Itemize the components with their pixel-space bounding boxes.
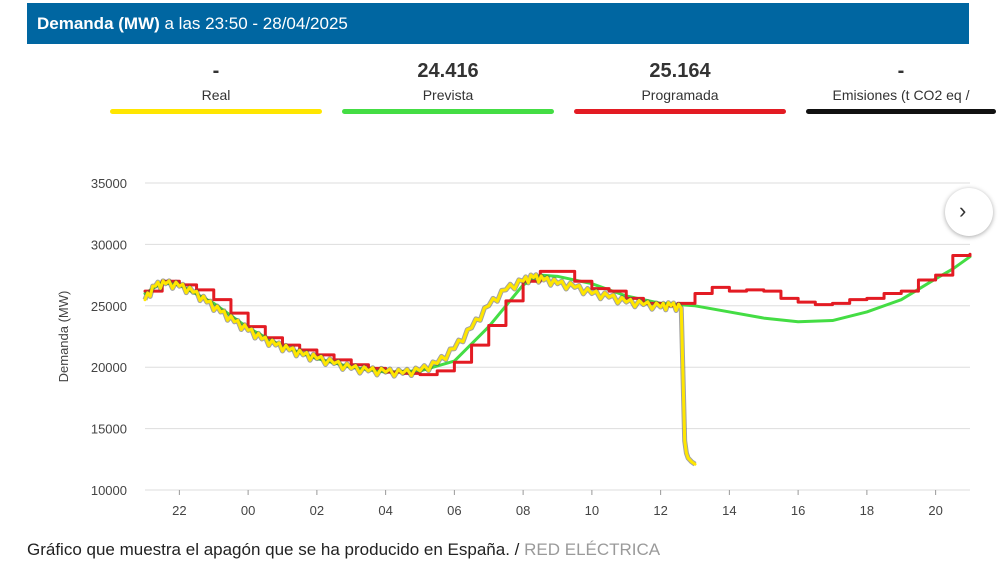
stat-prevista-value: 24.416: [417, 60, 479, 82]
caption-source: RED ELÉCTRICA: [524, 540, 661, 559]
stat-real-color-bar: [110, 109, 322, 114]
chart-panel: Demanda (MW) a las 23:50 - 28/04/2025 - …: [27, 3, 996, 518]
stat-programada-label: Programada: [641, 87, 719, 103]
y-tick-label: 15000: [91, 422, 127, 437]
panel-header: Demanda (MW) a las 23:50 - 28/04/2025: [27, 3, 969, 44]
scroll-right-button[interactable]: ›: [945, 188, 993, 236]
stat-emisiones-value: -: [897, 60, 905, 82]
figure-caption: Gráfico que muestra el apagón que se ha …: [27, 540, 660, 560]
series-prevista-line: [143, 255, 972, 374]
series-real-line: [143, 273, 697, 466]
y-axis-label: Demanda (MW): [56, 291, 71, 383]
y-tick-label: 30000: [91, 237, 127, 252]
x-tick-label: 02: [310, 503, 324, 518]
stat-emisiones-label: Emisiones (t CO2 eq /: [832, 87, 970, 103]
y-tick-label: 35000: [91, 176, 127, 191]
x-tick-label: 22: [172, 503, 186, 518]
x-tick-label: 16: [791, 503, 805, 518]
series-programada-line: [143, 252, 972, 377]
stat-programada-color-bar: [574, 109, 786, 114]
y-tick-label: 10000: [91, 483, 127, 498]
x-tick-label: 04: [378, 503, 392, 518]
stat-prevista-label: Prevista: [422, 87, 474, 103]
x-tick-label: 12: [653, 503, 667, 518]
stat-emisiones[interactable]: - Emisiones (t CO2 eq /: [806, 58, 996, 114]
x-tick-label: 00: [241, 503, 255, 518]
stat-prevista[interactable]: 24.416 Prevista: [342, 58, 554, 114]
scroll-right-icon: ›: [959, 198, 967, 223]
stat-real-label: Real: [201, 87, 231, 103]
x-tick-label: 08: [516, 503, 530, 518]
demand-chart: 10000 15000 20000 25000 30000 35000 22 00 02 04 06…: [56, 176, 972, 518]
x-tick-label: 10: [585, 503, 599, 518]
y-tick-label: 25000: [91, 299, 127, 314]
stat-prevista-color-bar: [342, 109, 554, 114]
stat-programada-value: 25.164: [649, 60, 711, 82]
x-tick-label: 18: [860, 503, 874, 518]
stat-real[interactable]: - Real: [110, 58, 322, 114]
header-title-rest: a las 23:50 - 28/04/2025: [159, 14, 348, 33]
x-tick-label: 06: [447, 503, 461, 518]
caption-text: Gráfico que muestra el apagón que se ha …: [27, 540, 525, 559]
x-tick-label: 20: [928, 503, 942, 518]
y-tick-label: 20000: [91, 360, 127, 375]
stat-emisiones-color-bar: [806, 109, 996, 114]
stat-programada[interactable]: 25.164 Programada: [574, 58, 786, 114]
header-title-bold: Demanda (MW): [37, 14, 160, 33]
stat-real-value: -: [212, 60, 220, 82]
x-tick-label: 14: [722, 503, 736, 518]
